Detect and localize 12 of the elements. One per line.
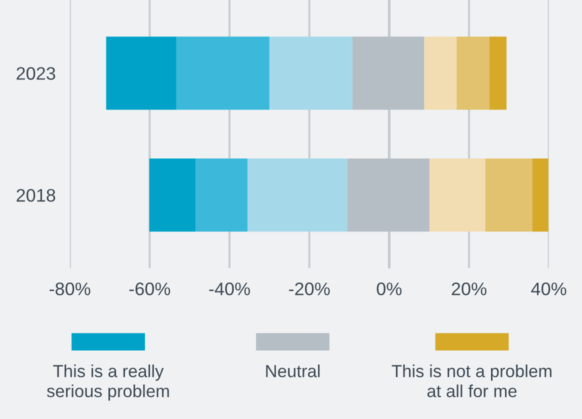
x-tick-label: -40% bbox=[209, 282, 250, 296]
x-tick-label: -80% bbox=[50, 282, 90, 296]
legend-label: This is a really serious problem bbox=[46, 364, 169, 401]
legend-label: This is not a problem at all for me bbox=[392, 364, 552, 398]
x-tick-label: 0% bbox=[376, 282, 402, 296]
legend-label: Neutral bbox=[266, 364, 320, 378]
y-tick-label: 2018 bbox=[16, 188, 56, 202]
x-tick-label: 40% bbox=[531, 282, 566, 296]
x-tick-label: -60% bbox=[129, 282, 170, 296]
y-tick-label: 2023 bbox=[16, 67, 56, 80]
x-tick-label: -20% bbox=[289, 282, 330, 296]
x-tick-label: 20% bbox=[452, 282, 486, 296]
